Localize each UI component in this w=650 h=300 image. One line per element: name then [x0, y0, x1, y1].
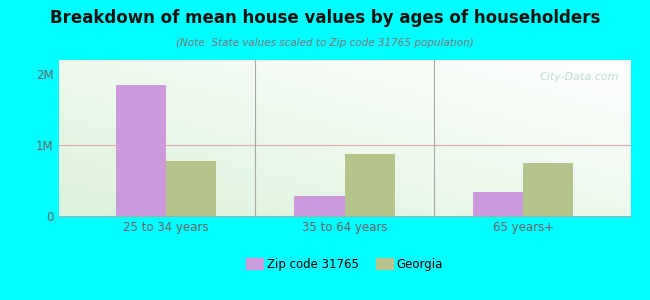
Bar — [294, 196, 344, 216]
Text: Breakdown of mean house values by ages of householders: Breakdown of mean house values by ages o… — [50, 9, 600, 27]
Bar — [166, 161, 216, 216]
Bar — [473, 192, 523, 216]
Text: (Note: State values scaled to Zip code 31765 population): (Note: State values scaled to Zip code 3… — [176, 38, 474, 47]
Text: City-Data.com: City-Data.com — [540, 73, 619, 82]
Bar — [344, 154, 395, 216]
Bar — [523, 163, 573, 216]
Legend: Zip code 31765, Georgia: Zip code 31765, Georgia — [242, 253, 447, 276]
Bar — [116, 85, 166, 216]
